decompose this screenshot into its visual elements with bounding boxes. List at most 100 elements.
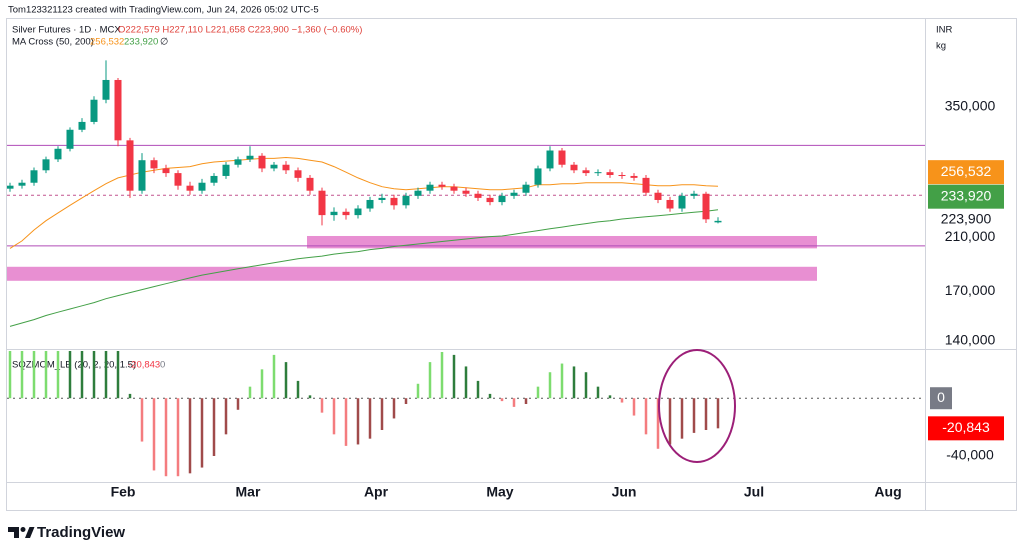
unit: kg <box>936 41 946 52</box>
histogram-bar <box>488 393 492 399</box>
histogram-bar <box>392 398 396 419</box>
histogram-bar <box>368 398 372 439</box>
brand: TradingView <box>37 524 125 541</box>
candle-body <box>90 99 98 122</box>
candle-body <box>258 155 266 169</box>
histogram-bar <box>284 362 288 399</box>
ma-line <box>9 156 719 249</box>
candle-body <box>594 172 602 174</box>
histogram-bar <box>188 398 192 474</box>
candle-body <box>234 159 242 165</box>
histogram-bar <box>356 398 360 445</box>
histogram-bar <box>80 351 84 399</box>
histogram-bar <box>572 366 576 399</box>
candle-body <box>246 155 254 160</box>
osc-zero-value: 0 <box>160 360 165 371</box>
indicator-symbol: ∅ <box>160 37 168 48</box>
histogram-bar <box>536 386 540 399</box>
candle-body <box>702 193 710 220</box>
histogram-bar <box>104 351 108 399</box>
osc-name: SQZMOM_LB (20, 2, 20, 1.5) <box>12 360 136 371</box>
currency: INR <box>936 25 953 36</box>
candle-body <box>318 190 326 216</box>
candle-body <box>390 197 398 206</box>
indicator-name: MA Cross (50, 200) <box>12 37 94 48</box>
histogram-bar <box>152 398 156 471</box>
candle-body <box>546 150 554 169</box>
histogram-bar <box>224 398 228 435</box>
candle-body <box>474 193 482 198</box>
histogram-bar <box>20 351 24 399</box>
candle-body <box>162 168 170 174</box>
histogram-bar <box>584 372 588 399</box>
histogram-bar <box>344 398 348 446</box>
candle-body <box>402 195 410 206</box>
histogram-bar <box>68 351 72 399</box>
candle-body <box>582 170 590 174</box>
candle-body <box>330 211 338 216</box>
plot: Feb Mar Apr May Jun Jul Aug 140,000 170,000 210,0… <box>7 60 1004 500</box>
candle-body <box>426 184 434 191</box>
histogram-bar <box>704 398 708 430</box>
histogram-bar <box>716 398 720 429</box>
x-tick-label: Mar <box>236 484 261 500</box>
zone <box>7 266 817 281</box>
candle-body <box>666 199 674 209</box>
histogram-bar <box>452 354 456 399</box>
candle-body <box>462 190 470 194</box>
x-tick-label: Jul <box>744 484 764 500</box>
histogram-bar <box>692 398 696 433</box>
histogram-bar <box>548 372 552 399</box>
histogram-bar <box>140 398 144 442</box>
histogram-bar <box>128 393 132 399</box>
histogram-bar <box>632 398 636 416</box>
candle-body <box>690 193 698 196</box>
histogram-bar <box>236 398 240 410</box>
histogram-bar <box>464 366 468 399</box>
histogram-bar <box>32 351 36 399</box>
symbol: Silver Futures · 1D · MCX <box>12 25 121 36</box>
x-tick-label: May <box>486 484 513 500</box>
histogram-bar <box>608 395 612 399</box>
histogram-bar <box>332 398 336 435</box>
candle-body <box>78 121 86 130</box>
candle-body <box>30 170 38 183</box>
histogram-bar <box>164 398 168 477</box>
histogram-bar <box>644 398 648 435</box>
candle-body <box>222 164 230 176</box>
annotation-circle <box>658 349 736 463</box>
histogram-bar <box>116 351 120 399</box>
y-tick-label: 350,000 <box>945 98 996 114</box>
histogram-bar <box>380 398 384 430</box>
candle-body <box>294 170 302 178</box>
candle-body <box>54 148 62 160</box>
osc-label: -20,843 <box>942 419 990 435</box>
candle-body <box>450 186 458 191</box>
ma-slow-value: 233,920 <box>124 37 158 48</box>
candle-body <box>486 197 494 203</box>
logo-slash <box>25 527 35 538</box>
logo-dot <box>20 527 26 532</box>
candle-body <box>198 182 206 191</box>
histogram-bar <box>596 386 600 399</box>
histogram-bar <box>500 398 504 402</box>
x-tick-label: Apr <box>364 484 389 500</box>
candle-body <box>66 129 74 149</box>
candle-body <box>570 164 578 171</box>
ma-line <box>9 209 719 327</box>
histogram-bar <box>308 395 312 399</box>
candle-body <box>414 190 422 196</box>
histogram-bar <box>476 380 480 399</box>
credit: Tom123321123 created with TradingView.co… <box>8 5 319 16</box>
candle-body <box>366 199 374 209</box>
histogram-bar <box>296 380 300 399</box>
candle-body <box>354 208 362 216</box>
histogram-bar <box>272 354 276 399</box>
price-pane <box>7 60 925 327</box>
candle-body <box>678 195 686 209</box>
candle-body <box>522 184 530 193</box>
histogram-bar <box>8 351 12 399</box>
y-tick-label: -40,000 <box>946 447 994 463</box>
